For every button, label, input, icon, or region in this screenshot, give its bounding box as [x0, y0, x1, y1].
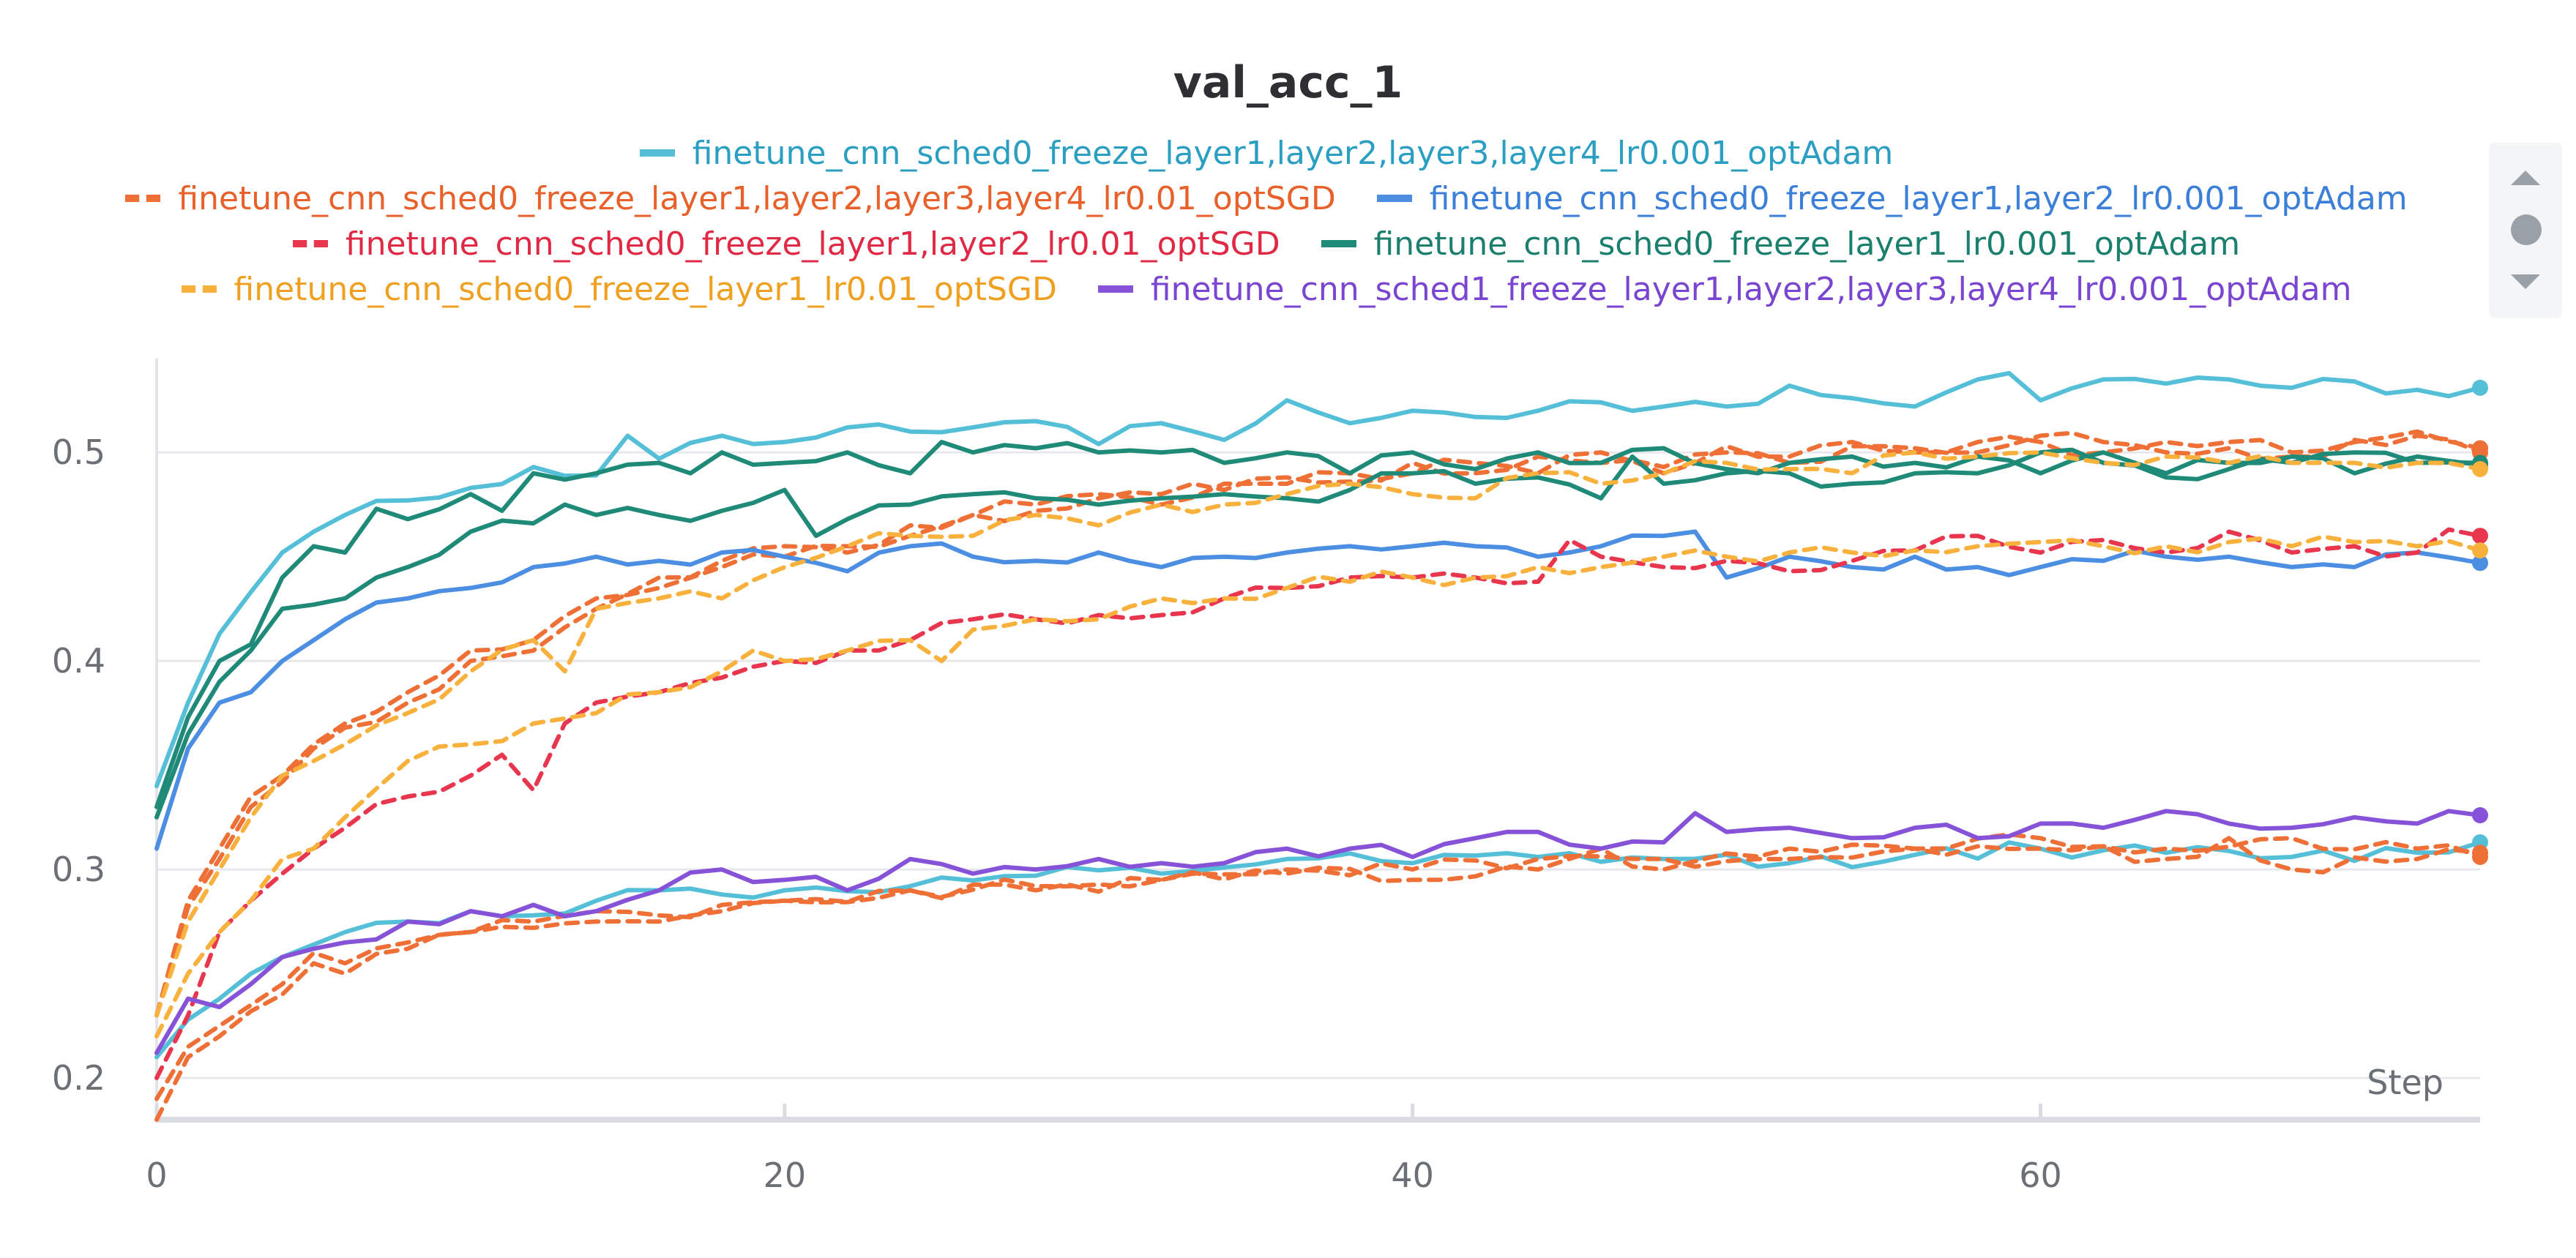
x-tick-label: 20 — [764, 1156, 807, 1195]
legend-label-6: finetune_cnn_sched0_freeze_layer1_lr0.01… — [234, 270, 1057, 308]
chart-title: val_acc_1 — [1173, 57, 1403, 108]
legend-swatch-6 — [181, 285, 217, 293]
legend-label-1: finetune_cnn_sched0_freeze_layer1,layer2… — [692, 134, 1894, 172]
series-line[interactable] — [154, 430, 2482, 1018]
y-tick-label: 0.3 — [52, 850, 105, 889]
chart-legend: finetune_cnn_sched0_freeze_layer1,layer2… — [44, 130, 2489, 312]
legend-row-3: finetune_cnn_sched0_freeze_layer1,layer2… — [44, 221, 2489, 266]
series-4 — [154, 527, 2488, 1080]
scroll-up-icon[interactable] — [2511, 171, 2540, 185]
legend-swatch-7 — [1097, 285, 1133, 293]
series-3 — [154, 529, 2488, 851]
legend-swatch-3 — [1376, 195, 1412, 202]
legend-swatch-1 — [639, 149, 675, 157]
legend-label-2: finetune_cnn_sched0_freeze_layer1,layer2… — [178, 179, 1336, 217]
series-line[interactable] — [154, 370, 2482, 789]
legend-scrollbar[interactable] — [2489, 143, 2562, 318]
legend-row-2: finetune_cnn_sched0_freeze_layer1,layer2… — [44, 176, 2489, 221]
y-tick-label: 0.5 — [52, 433, 105, 472]
legend-label-7: finetune_cnn_sched1_freeze_layer1,layer2… — [1150, 270, 2352, 308]
legend-item-1[interactable]: finetune_cnn_sched0_freeze_layer1,layer2… — [639, 134, 1894, 172]
series-line[interactable] — [154, 447, 2482, 820]
scroll-down-icon[interactable] — [2511, 274, 2540, 289]
x-tick-label: 40 — [1391, 1156, 1434, 1195]
y-tick-label: 0.2 — [52, 1058, 105, 1098]
legend-swatch-4 — [292, 240, 328, 247]
tick-labels: 0.2 0.3 0.4 0.5 0 20 40 60 Step — [52, 433, 2444, 1195]
series-line[interactable] — [154, 527, 2482, 1080]
legend-item-2[interactable]: finetune_cnn_sched0_freeze_layer1,layer2… — [125, 179, 1336, 217]
legend-label-4: finetune_cnn_sched0_freeze_layer1,layer2… — [345, 225, 1280, 263]
series-line[interactable] — [154, 440, 2482, 809]
x-tick-label: 0 — [146, 1156, 167, 1195]
legend-swatch-5 — [1321, 240, 1356, 247]
series-6 — [154, 450, 2488, 1038]
series-endpoint — [2472, 807, 2488, 823]
legend-label-5: finetune_cnn_sched0_freeze_layer1_lr0.00… — [1373, 225, 2241, 263]
x-axis-label: Step — [2367, 1063, 2444, 1102]
legend-row-4: finetune_cnn_sched0_freeze_layer1_lr0.01… — [44, 266, 2489, 312]
scroll-thumb[interactable] — [2511, 214, 2542, 245]
series-line[interactable] — [154, 809, 2482, 1055]
legend-item-7[interactable]: finetune_cnn_sched1_freeze_layer1,layer2… — [1097, 270, 2352, 308]
series-7 — [154, 807, 2488, 1055]
series-line[interactable] — [154, 840, 2482, 1060]
series-layer — [154, 370, 2488, 1122]
series-endpoint — [2472, 848, 2488, 865]
legend-label-3: finetune_cnn_sched0_freeze_layer1,layer2… — [1429, 179, 2408, 217]
legend-item-4[interactable]: finetune_cnn_sched0_freeze_layer1,layer2… — [292, 225, 1280, 263]
axes — [154, 359, 2480, 1123]
x-tick-label: 60 — [2019, 1156, 2062, 1195]
series-5 — [154, 440, 2488, 820]
series-endpoint — [2472, 542, 2488, 559]
series-endpoint — [2472, 528, 2488, 544]
series-line[interactable] — [154, 529, 2482, 851]
series-line[interactable] — [154, 450, 2482, 1018]
legend-item-5[interactable]: finetune_cnn_sched0_freeze_layer1_lr0.00… — [1321, 225, 2241, 263]
legend-row-1: finetune_cnn_sched0_freeze_layer1,layer2… — [44, 130, 2489, 176]
series-endpoint — [2472, 555, 2488, 572]
series-line[interactable] — [154, 534, 2482, 1038]
series-1 — [154, 370, 2488, 1060]
legend-item-6[interactable]: finetune_cnn_sched0_freeze_layer1_lr0.01… — [181, 270, 1057, 308]
legend-swatch-2 — [125, 195, 161, 202]
series-2 — [154, 429, 2488, 1122]
y-tick-label: 0.4 — [52, 641, 105, 681]
series-endpoint — [2472, 461, 2488, 478]
series-endpoint — [2472, 379, 2488, 396]
series-line[interactable] — [154, 832, 2482, 1101]
legend-item-3[interactable]: finetune_cnn_sched0_freeze_layer1,layer2… — [1376, 179, 2408, 217]
